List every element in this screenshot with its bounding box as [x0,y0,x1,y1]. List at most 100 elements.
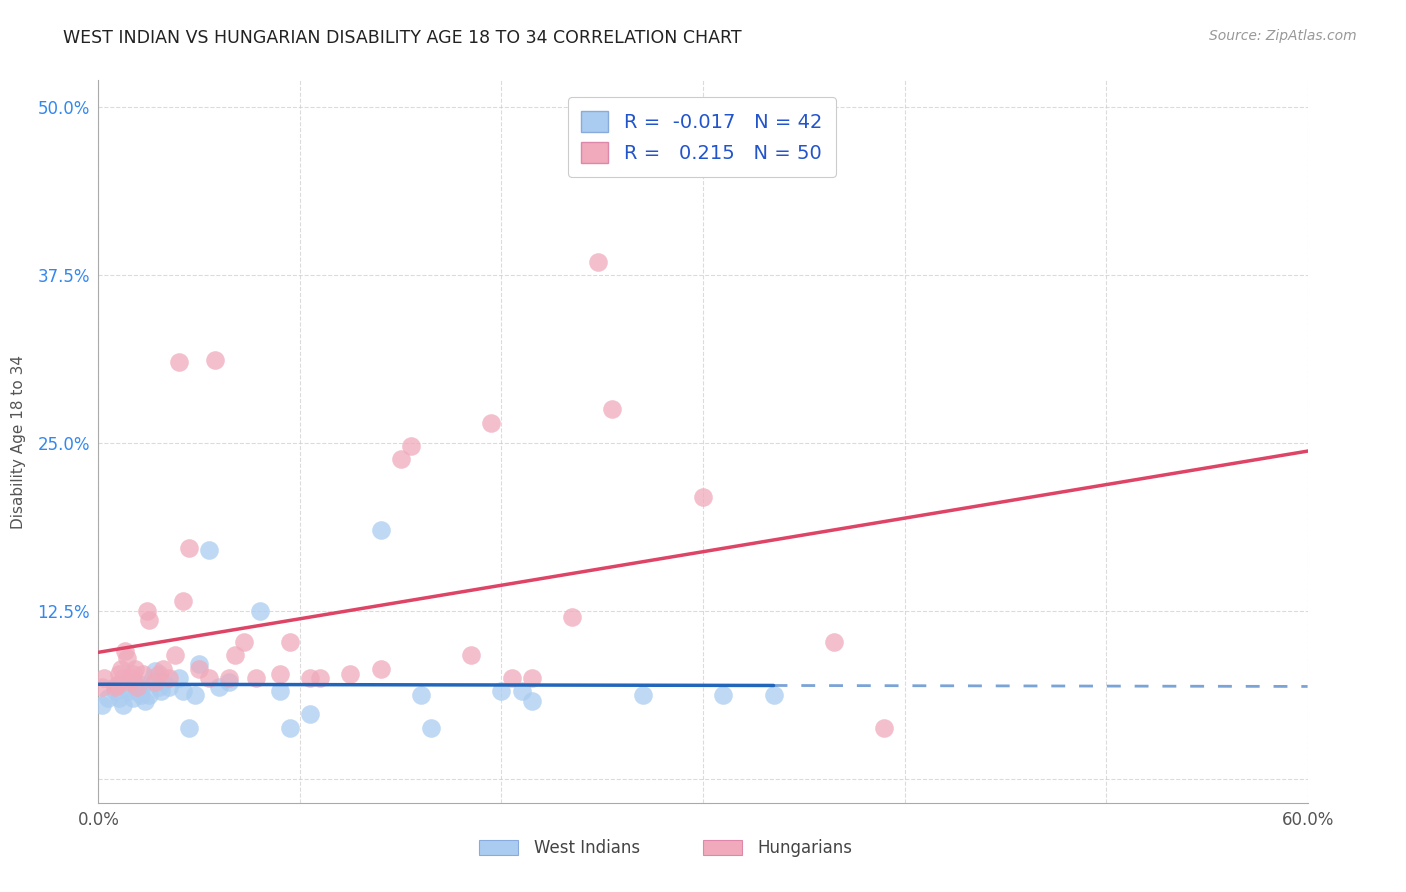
Point [501,671,523,685]
Point [149,684,172,698]
Point [520,671,543,685]
Point [224,648,246,662]
Point [481,416,503,430]
Point [491,684,513,698]
Point [118,674,141,689]
Point [110,661,132,675]
Point [184,689,207,703]
Point [208,681,231,695]
Point [586,254,609,268]
Point [399,439,422,453]
Point [218,671,240,685]
Point [157,681,180,695]
Point [692,490,714,504]
Point [711,689,734,703]
Point [198,543,221,558]
Bar [479,840,517,855]
Point [138,689,160,703]
Text: West Indians: West Indians [534,839,640,857]
Point [93,671,115,685]
Point [762,689,785,703]
Point [409,689,432,703]
Point [120,671,142,685]
Point [460,648,482,662]
Point [107,666,129,681]
Point [103,684,125,698]
Point [198,671,221,685]
Point [148,681,170,695]
Point [631,689,654,703]
Point [142,671,165,685]
Point [128,681,150,695]
Point [103,681,125,695]
Text: Hungarians: Hungarians [758,839,852,857]
Point [143,674,166,689]
Point [152,674,174,689]
Point [129,689,152,703]
Point [91,681,114,695]
Point [148,666,170,681]
Point [299,671,322,685]
Point [97,691,120,706]
Point [163,648,186,662]
Point [111,671,134,685]
Point [218,674,240,689]
Point [152,661,174,675]
Point [389,452,412,467]
Point [124,661,146,675]
Point [118,684,141,698]
Point [179,541,201,555]
Point [107,678,129,692]
Point [561,610,583,624]
Point [135,604,157,618]
Point [91,698,114,712]
Point [172,594,194,608]
Point [125,681,148,695]
Point [124,678,146,692]
Text: Source: ZipAtlas.com: Source: ZipAtlas.com [1209,29,1357,43]
Point [105,678,128,692]
Point [339,666,361,681]
Point [138,613,160,627]
Point [157,671,180,685]
Point [420,721,443,735]
Point [278,634,301,648]
Point [134,694,156,708]
Point [121,666,143,681]
Point [510,684,533,698]
Point [299,707,322,722]
Point [370,661,392,675]
Point [188,657,211,672]
Point [269,684,291,698]
Y-axis label: Disability Age 18 to 34: Disability Age 18 to 34 [11,354,27,529]
Point [167,355,190,369]
Point [823,634,845,648]
Point [204,352,226,367]
Point [602,402,624,417]
Point [269,666,291,681]
Point [520,694,543,708]
Point [249,604,271,618]
Text: WEST INDIAN VS HUNGARIAN DISABILITY AGE 18 TO 34 CORRELATION CHART: WEST INDIAN VS HUNGARIAN DISABILITY AGE … [63,29,742,46]
Point [172,684,194,698]
Point [370,523,392,537]
Point [121,691,143,706]
Point [873,721,896,735]
Point [143,664,166,678]
Point [132,666,155,681]
Legend: R =  -0.017   N = 42, R =   0.215   N = 50: R = -0.017 N = 42, R = 0.215 N = 50 [568,97,837,177]
Point [245,671,267,685]
Point [125,684,148,698]
Point [114,644,136,658]
Point [115,650,138,665]
Point [107,691,129,706]
Point [111,698,134,712]
Point [132,678,155,692]
Point [309,671,332,685]
Point [179,721,201,735]
Point [167,671,190,685]
Point [278,721,301,735]
Point [188,661,211,675]
Point [232,634,254,648]
Bar [703,840,742,855]
